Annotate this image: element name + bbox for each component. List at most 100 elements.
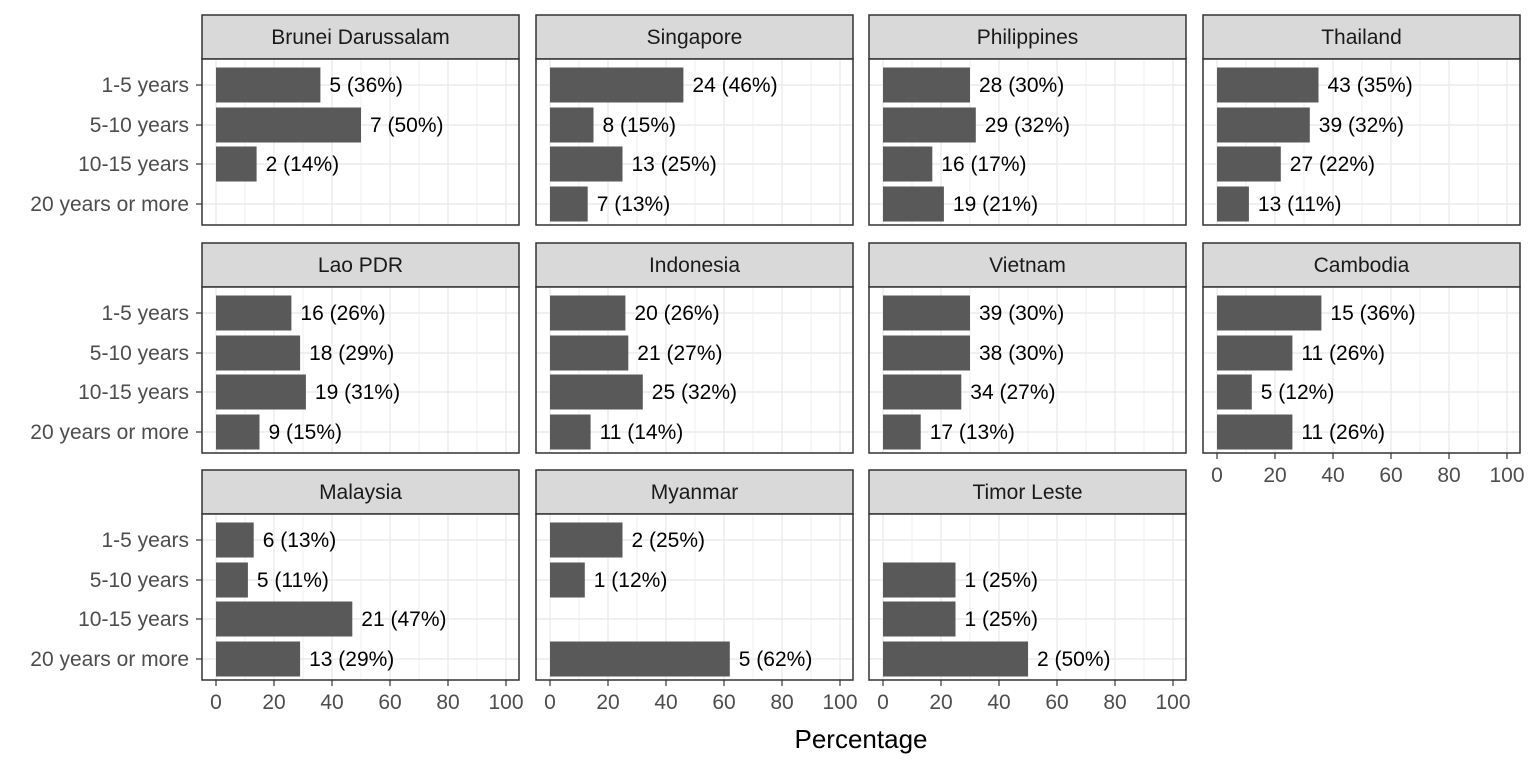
data-label: 29 (32%) — [985, 114, 1070, 137]
x-tick-label: 0 — [210, 691, 222, 714]
panel-border — [201, 58, 520, 226]
bar-20-years-or-more — [550, 186, 588, 222]
facet-timor-leste: Timor Leste 1 (25%) 1 (25%) 2 (50%) 0 20 40 60 8… — [868, 469, 1191, 714]
data-label: 5 (12%) — [1261, 381, 1335, 404]
x-tick-label: 20 — [1263, 464, 1286, 487]
bar-1-5-years — [883, 295, 970, 331]
x-tick-label: 100 — [1155, 691, 1190, 714]
facet-strip — [1202, 14, 1521, 60]
panel-border — [535, 286, 854, 454]
facet-malaysia: Malaysia 6 (13%) 5 (11%) 21 (47%) 13 (29%) 1-… — [30, 469, 524, 714]
bar-20-years-or-more — [883, 414, 921, 450]
bar-20-years-or-more — [1217, 186, 1249, 222]
facet-myanmar: Myanmar 2 (25%) 1 (12%) 5 (62%) 0 20 40 60 80 100 — [535, 469, 858, 714]
facet-singapore: Singapore 24 (46%) 8 (15%) 13 (25%) 7 (13%) — [535, 14, 854, 226]
x-tick-label: 40 — [987, 691, 1010, 714]
data-label: 8 (15%) — [603, 114, 677, 137]
bar-5-10-years — [216, 562, 248, 598]
data-label: 2 (50%) — [1037, 648, 1111, 671]
bar-5-10-years — [883, 107, 976, 143]
x-tick-label: 40 — [320, 691, 343, 714]
data-label: 5 (11%) — [257, 569, 329, 592]
data-label: 21 (47%) — [361, 608, 446, 631]
facet-title: Singapore — [647, 26, 743, 49]
x-tick-label: 100 — [488, 691, 523, 714]
data-label: 1 (25%) — [965, 569, 1039, 592]
x-tick-label: 20 — [596, 691, 619, 714]
panel-border — [868, 286, 1187, 454]
facet-title: Malaysia — [319, 481, 402, 504]
facet-strip — [201, 14, 520, 60]
data-label: 13 (29%) — [309, 648, 394, 671]
data-label: 24 (46%) — [692, 74, 777, 97]
bar-20-years-or-more — [883, 186, 944, 222]
panel-border — [535, 58, 854, 226]
data-label: 9 (15%) — [269, 421, 343, 444]
y-tick-label: 5-10 years — [90, 342, 189, 365]
bar-10-15-years — [883, 146, 933, 182]
x-tick-label: 60 — [712, 691, 735, 714]
bar-5-10-years — [883, 562, 956, 598]
data-label: 18 (29%) — [309, 342, 394, 365]
x-tick-label: 0 — [877, 691, 889, 714]
y-tick-label: 10-15 years — [78, 381, 189, 404]
facet-strip — [868, 14, 1187, 60]
bar-10-15-years — [216, 374, 306, 410]
facet-lao-pdr: Lao PDR 16 (26%) 18 (29%) 19 (31%) 9 (15%) 1-… — [30, 242, 520, 454]
y-tick-label: 5-10 years — [90, 114, 189, 137]
facet-title: Brunei Darussalam — [271, 26, 450, 49]
x-tick-label: 80 — [436, 691, 459, 714]
y-tick-label: 1-5 years — [101, 529, 189, 552]
data-label: 27 (22%) — [1290, 153, 1375, 176]
bar-20-years-or-more — [550, 414, 591, 450]
data-label: 5 (36%) — [329, 74, 403, 97]
data-label: 16 (26%) — [300, 302, 385, 325]
facet-strip — [868, 469, 1187, 515]
bar-5-10-years — [883, 335, 970, 371]
y-tick-label: 10-15 years — [78, 153, 189, 176]
bar-20-years-or-more — [1217, 414, 1293, 450]
panel-border — [868, 513, 1187, 681]
facet-title: Philippines — [977, 26, 1079, 49]
bar-20-years-or-more — [216, 414, 260, 450]
data-label: 16 (17%) — [941, 153, 1026, 176]
bar-10-15-years — [1217, 374, 1252, 410]
y-tick-label: 20 years or more — [30, 421, 189, 444]
x-tick-label: 40 — [654, 691, 677, 714]
x-tick-label: 0 — [1211, 464, 1223, 487]
data-label: 38 (30%) — [979, 342, 1064, 365]
bar-1-5-years — [1217, 295, 1322, 331]
facet-brunei-darussalam: Brunei Darussalam 5 (36%) 7 (50%) 2 (14%) 1-… — [30, 14, 520, 226]
x-axis-title: Percentage — [795, 724, 928, 754]
y-tick-label: 20 years or more — [30, 648, 189, 671]
data-label: 25 (32%) — [652, 381, 737, 404]
facet-title: Myanmar — [651, 481, 739, 504]
x-tick-label: 80 — [770, 691, 793, 714]
data-label: 17 (13%) — [930, 421, 1015, 444]
facet-cambodia: Cambodia 15 (36%) 11 (26%) 5 (12%) 11 (26%) 0… — [1202, 242, 1525, 487]
facet-strip — [535, 14, 854, 60]
bar-5-10-years — [1217, 335, 1293, 371]
bar-1-5-years — [216, 295, 292, 331]
data-label: 43 (35%) — [1328, 74, 1413, 97]
bar-1-5-years — [550, 295, 626, 331]
x-tick-label: 60 — [1045, 691, 1068, 714]
data-label: 13 (25%) — [632, 153, 717, 176]
x-tick-label: 60 — [1379, 464, 1402, 487]
data-label: 7 (13%) — [597, 193, 671, 216]
bar-1-5-years — [550, 67, 684, 103]
facet-title: Thailand — [1321, 26, 1402, 49]
y-tick-label: 5-10 years — [90, 569, 189, 592]
data-label: 5 (62%) — [739, 648, 813, 671]
x-tick-label: 60 — [378, 691, 401, 714]
bar-20-years-or-more — [883, 641, 1028, 677]
data-label: 28 (30%) — [979, 74, 1064, 97]
y-tick-label: 10-15 years — [78, 608, 189, 631]
bar-10-15-years — [550, 146, 623, 182]
facet-strip — [535, 242, 854, 288]
x-tick-label: 0 — [544, 691, 556, 714]
bar-10-15-years — [216, 146, 257, 182]
bar-1-5-years — [1217, 67, 1319, 103]
x-tick-label: 100 — [822, 691, 857, 714]
